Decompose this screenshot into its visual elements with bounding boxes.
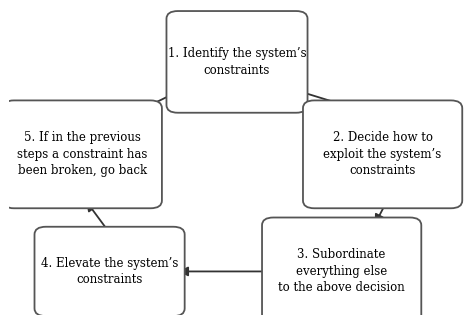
Text: 2. Decide how to
exploit the system’s
constraints: 2. Decide how to exploit the system’s co…: [323, 131, 442, 177]
FancyBboxPatch shape: [303, 100, 462, 208]
FancyBboxPatch shape: [262, 218, 421, 321]
Text: 1. Identify the system’s
constraints: 1. Identify the system’s constraints: [168, 47, 306, 77]
FancyBboxPatch shape: [35, 227, 185, 316]
FancyBboxPatch shape: [166, 11, 308, 113]
Text: 3. Subordinate
everything else
to the above decision: 3. Subordinate everything else to the ab…: [278, 248, 405, 294]
Text: 5. If in the previous
steps a constraint has
been broken, go back: 5. If in the previous steps a constraint…: [17, 131, 147, 177]
Text: 4. Elevate the system’s
constraints: 4. Elevate the system’s constraints: [41, 257, 178, 286]
FancyBboxPatch shape: [3, 100, 162, 208]
